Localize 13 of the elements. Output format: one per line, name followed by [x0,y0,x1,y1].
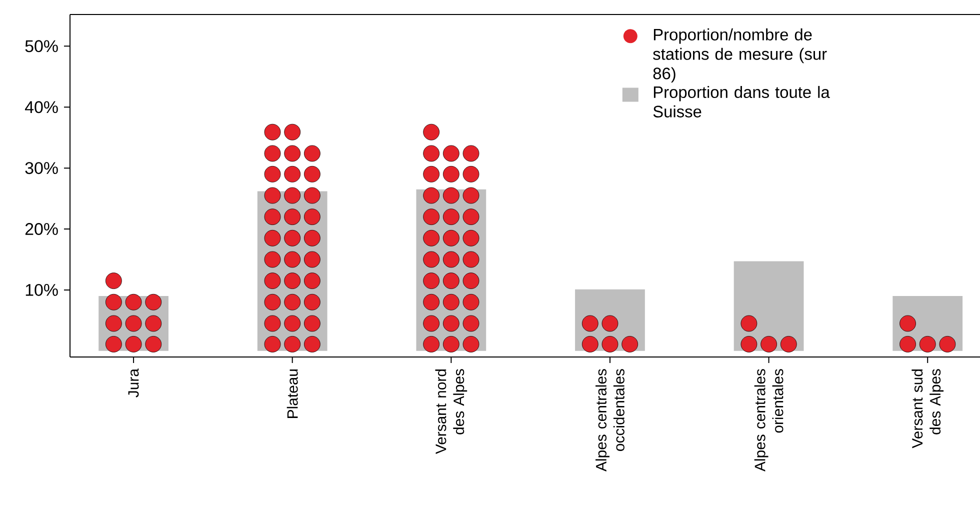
x-tick-label: Alpes centrales orientales [754,369,784,472]
y-tick-label: 30% [25,162,58,174]
y-tick-label: 10% [26,284,58,296]
x-tick-label: Jura [128,368,139,398]
legend-label: Proportion/nombre de stations de mesure (sur 86) [653,28,827,83]
x-tick-label: Alpes centrales occidentales [596,369,624,472]
x-tick-label: Versant nord des Alpes [435,369,468,454]
y-tick-label: 20% [25,223,58,236]
y-tick-label: 40% [24,101,58,114]
x-tick-label: Versant sud des Alpes [912,369,944,448]
x-tick-label: Plateau [286,370,298,418]
y-tick-label: 50% [25,40,58,52]
legend-label: Proportion dans toute la Suisse [653,86,830,118]
